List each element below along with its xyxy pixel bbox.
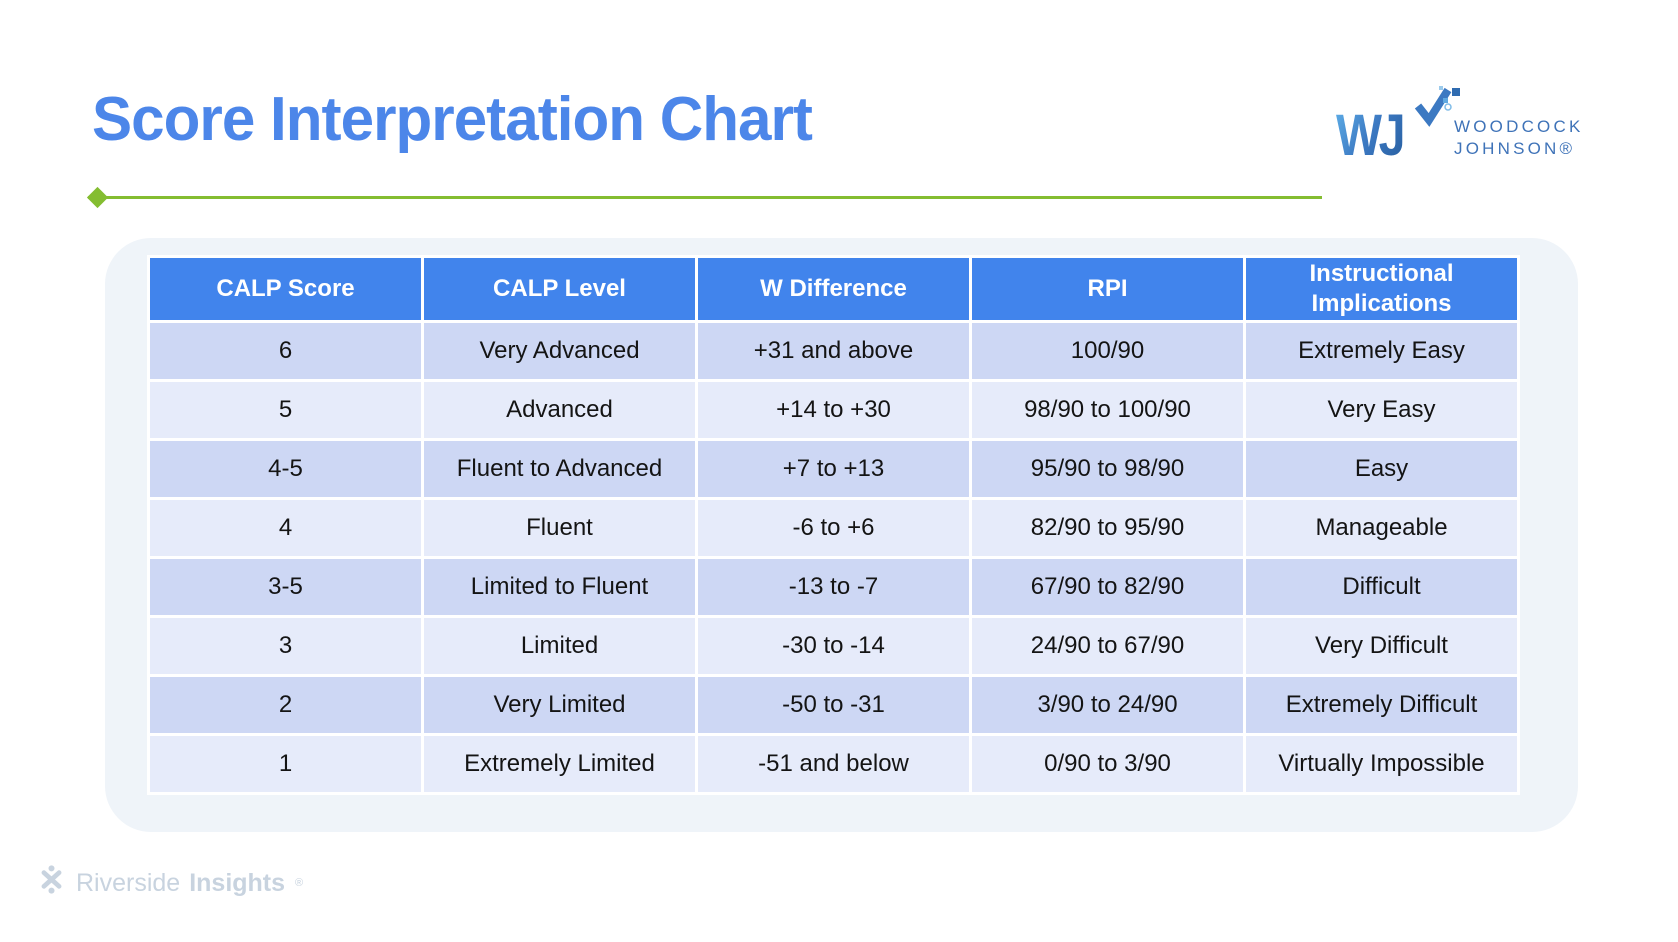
cell-calp-score: 3-5 [150, 559, 421, 615]
cell-w-difference: +31 and above [698, 323, 969, 379]
table-header-row: CALP Score CALP Level W Difference RPI I… [150, 258, 1517, 320]
wj-wordmark-line2: JOHNSON® [1454, 139, 1576, 159]
riverside-word: Riverside [76, 868, 181, 897]
cell-w-difference: -13 to -7 [698, 559, 969, 615]
insights-word: Insights [189, 868, 286, 897]
riverside-insights-logo: Riverside Insights ® [36, 864, 303, 902]
score-interpretation-table: CALP Score CALP Level W Difference RPI I… [147, 255, 1520, 795]
checkmark-icon [1412, 84, 1464, 139]
cell-calp-level: Fluent [424, 500, 695, 556]
woodcock-johnson-logo: WJ WOODCOCK JOHNSON® [1336, 86, 1586, 174]
cell-implications: Easy [1246, 441, 1517, 497]
cell-rpi: 67/90 to 82/90 [972, 559, 1243, 615]
table-row: 4-5 Fluent to Advanced +7 to +13 95/90 t… [150, 441, 1517, 497]
cell-implications: Extremely Easy [1246, 323, 1517, 379]
wj-wordmark-line1: WOODCOCK [1454, 117, 1584, 136]
cell-w-difference: -51 and below [698, 736, 969, 792]
page-title: Score Interpretation Chart [92, 85, 813, 154]
cell-calp-level: Limited to Fluent [424, 559, 695, 615]
cell-implications: Difficult [1246, 559, 1517, 615]
cell-calp-score: 1 [150, 736, 421, 792]
registered-mark: ® [295, 877, 304, 889]
cell-rpi: 98/90 to 100/90 [972, 382, 1243, 438]
cell-implications: Virtually Impossible [1246, 736, 1517, 792]
cell-calp-level: Advanced [424, 382, 695, 438]
cell-implications: Very Difficult [1246, 618, 1517, 674]
cell-rpi: 95/90 to 98/90 [972, 441, 1243, 497]
cell-implications: Extremely Difficult [1246, 677, 1517, 733]
cell-w-difference: +7 to +13 [698, 441, 969, 497]
table-row: 1 Extremely Limited -51 and below 0/90 t… [150, 736, 1517, 792]
table-row: 3 Limited -30 to -14 24/90 to 67/90 Very… [150, 618, 1517, 674]
cell-calp-level: Limited [424, 618, 695, 674]
wj-monogram: WJ [1336, 103, 1406, 168]
cell-calp-score: 4-5 [150, 441, 421, 497]
cell-rpi: 24/90 to 67/90 [972, 618, 1243, 674]
col-header-calp-level: CALP Level [424, 258, 695, 320]
cell-calp-score: 6 [150, 323, 421, 379]
table-row: 5 Advanced +14 to +30 98/90 to 100/90 Ve… [150, 382, 1517, 438]
cell-w-difference: -30 to -14 [698, 618, 969, 674]
cell-w-difference: -6 to +6 [698, 500, 969, 556]
wj-wordmark: WOODCOCK JOHNSON® [1454, 116, 1583, 161]
cell-calp-level: Very Limited [424, 677, 695, 733]
cell-rpi: 82/90 to 95/90 [972, 500, 1243, 556]
cell-calp-score: 2 [150, 677, 421, 733]
cell-calp-level: Extremely Limited [424, 736, 695, 792]
cell-w-difference: -50 to -31 [698, 677, 969, 733]
cell-implications: Manageable [1246, 500, 1517, 556]
cell-implications: Very Easy [1246, 382, 1517, 438]
accent-rule [88, 196, 1322, 199]
riverside-asterisk-icon [36, 864, 67, 902]
cell-rpi: 100/90 [972, 323, 1243, 379]
cell-calp-score: 5 [150, 382, 421, 438]
cell-calp-score: 3 [150, 618, 421, 674]
cell-calp-level: Very Advanced [424, 323, 695, 379]
cell-calp-level: Fluent to Advanced [424, 441, 695, 497]
table-row: 3-5 Limited to Fluent -13 to -7 67/90 to… [150, 559, 1517, 615]
cell-w-difference: +14 to +30 [698, 382, 969, 438]
table-row: 6 Very Advanced +31 and above 100/90 Ext… [150, 323, 1517, 379]
table-row: 4 Fluent -6 to +6 82/90 to 95/90 Managea… [150, 500, 1517, 556]
col-header-calp-score: CALP Score [150, 258, 421, 320]
cell-rpi: 3/90 to 24/90 [972, 677, 1243, 733]
col-header-instructional: Instructional Implications [1246, 258, 1517, 320]
diamond-bullet-icon [86, 186, 109, 209]
table-row: 2 Very Limited -50 to -31 3/90 to 24/90 … [150, 677, 1517, 733]
col-header-w-difference: W Difference [698, 258, 969, 320]
col-header-rpi: RPI [972, 258, 1243, 320]
cell-calp-score: 4 [150, 500, 421, 556]
cell-rpi: 0/90 to 3/90 [972, 736, 1243, 792]
